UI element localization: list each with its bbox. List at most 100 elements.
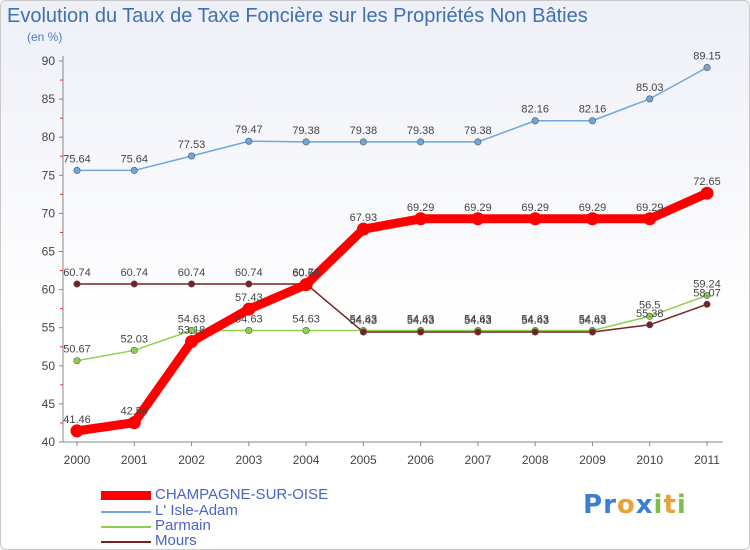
data-label-parmain: 54.63 [178,314,206,326]
series-points [70,63,714,438]
x-tick-label: 2003 [235,453,262,467]
x-tick-label: 2002 [178,453,205,467]
data-label-mours: 54.43 [350,315,378,327]
data-point-mours [73,280,81,288]
logo-letter: t [663,490,677,520]
data-label-mours: 60.74 [235,267,263,279]
data-point-mours [359,328,367,336]
data-label-l-isle-adam: 79.38 [464,125,492,137]
legend-swatch-parmain [101,526,151,528]
line-chart: 40 45 50 55 60 65 70 75 80 85 90 2000 2001 2002 2003 20… [42,50,723,467]
legend-swatch-mours [101,541,151,543]
data-label-parmain: 56.5 [639,299,660,311]
data-point-l-isle-adam [531,117,539,125]
data-point-l-isle-adam [130,166,138,174]
logo-letter: P [583,490,604,520]
data-point-mours [703,300,711,308]
data-label-mours: 54.43 [579,315,607,327]
data-label-mours: 60.74 [178,267,206,279]
x-tick-label: 2007 [465,453,492,467]
data-point-champagne-sur-oise [643,212,657,226]
logo-letter: x [635,490,654,520]
data-label-champagne-sur-oise: 60.65 [292,268,320,280]
data-point-champagne-sur-oise [528,212,542,226]
data-label-mours: 58.07 [693,287,721,299]
legend-label-parmain: Parmain [155,517,211,534]
data-label-parmain: 54.63 [350,314,378,326]
y-tick-label: 50 [42,359,56,373]
data-label-champagne-sur-oise: 69.29 [636,202,664,214]
data-point-mours [417,328,425,336]
data-label-champagne-sur-oise: 69.29 [521,202,549,214]
logo-letter: o [616,490,636,520]
data-point-l-isle-adam [703,63,711,71]
x-tick-label: 2010 [636,453,663,467]
legend-swatch-l-isle-adam [101,511,151,513]
x-tick-label: 2009 [579,453,606,467]
data-point-l-isle-adam [474,138,482,146]
data-point-mours [245,280,253,288]
y-axis-unit-label: (en %) [27,30,63,44]
x-tick-label: 2001 [121,453,148,467]
data-label-parmain: 54.63 [235,314,263,326]
data-label-mours: 54.43 [407,315,435,327]
data-point-parmain [703,291,711,299]
data-label-mours: 55.38 [636,308,664,320]
data-label-l-isle-adam: 82.16 [579,104,607,116]
x-tick-label: 2000 [64,453,91,467]
data-point-mours [646,321,654,329]
data-point-l-isle-adam [73,166,81,174]
data-label-l-isle-adam: 79.38 [407,125,435,137]
data-label-parmain: 59.24 [693,278,721,290]
series-lines [72,66,712,436]
y-tick-label: 80 [42,130,56,144]
data-label-mours: 60.74 [121,267,149,279]
data-label-l-isle-adam: 75.64 [121,153,149,165]
y-tick-label: 85 [42,92,56,106]
series-line-l-isle-adam [76,66,708,172]
proxiti-logo: Proxiti [583,490,687,520]
data-label-parmain: 54.63 [292,314,320,326]
data-point-parmain [302,327,310,335]
data-point-parmain [245,327,253,335]
data-point-l-isle-adam [302,138,310,146]
chart-title: Evolution du Taux de Taxe Foncière sur l… [7,5,588,27]
data-point-mours [474,328,482,336]
y-tick-label: 55 [42,321,56,335]
legend-label-mours: Mours [155,532,197,549]
data-label-champagne-sur-oise: 41.46 [63,414,91,426]
data-label-mours: 54.43 [464,315,492,327]
data-point-l-isle-adam [188,152,196,160]
data-label-l-isle-adam: 75.64 [63,153,91,165]
y-tick-label: 65 [42,245,56,259]
data-point-champagne-sur-oise [299,278,313,292]
data-point-l-isle-adam [646,95,654,103]
data-point-champagne-sur-oise [585,212,599,226]
data-label-l-isle-adam: 79.38 [350,125,378,137]
data-point-l-isle-adam [417,138,425,146]
y-tick-label: 75 [42,168,56,182]
data-point-champagne-sur-oise [414,212,428,226]
data-label-champagne-sur-oise: 67.93 [350,212,378,224]
data-label-l-isle-adam: 79.47 [235,124,263,136]
data-label-l-isle-adam: 85.03 [636,82,664,94]
data-point-mours [130,280,138,288]
y-tick-label: 70 [42,206,56,220]
logo-letter: i [676,490,687,520]
chart-axes: 40 45 50 55 60 65 70 75 80 85 90 2000 2001 2002 2003 20… [42,54,723,467]
x-tick-label: 2004 [293,453,320,467]
data-point-l-isle-adam [588,117,596,125]
data-label-champagne-sur-oise: 72.65 [693,176,721,188]
x-tick-label: 2008 [522,453,549,467]
data-label-champagne-sur-oise: 42.54 [121,406,149,418]
data-point-mours [588,328,596,336]
data-label-parmain: 54.63 [407,314,435,326]
data-label-parmain: 52.03 [121,333,149,345]
y-tick-label: 40 [42,435,56,449]
data-point-mours [531,328,539,336]
data-label-champagne-sur-oise: 53.18 [178,325,206,337]
series-line-mours [76,283,708,333]
x-tick-label: 2005 [350,453,377,467]
data-point-l-isle-adam [359,138,367,146]
